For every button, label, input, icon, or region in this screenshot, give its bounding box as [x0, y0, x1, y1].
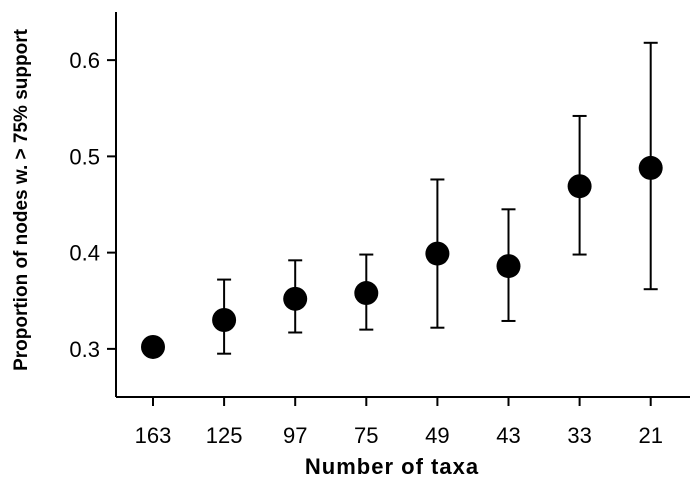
y-tick-label: 0.4 [69, 241, 100, 266]
data-point [354, 281, 379, 306]
x-tick-label: 21 [638, 423, 662, 448]
x-tick-label: 43 [496, 423, 520, 448]
data-point [141, 334, 165, 359]
y-tick-label: 0.6 [69, 48, 100, 73]
data-points [141, 155, 663, 359]
axes [107, 12, 690, 406]
data-point [283, 286, 308, 311]
data-point [638, 155, 663, 180]
x-tick-label: 75 [354, 423, 378, 448]
y-axis-label: Proportion of nodes w. > 75% support [11, 28, 32, 371]
data-point [567, 174, 592, 199]
data-point [425, 241, 450, 266]
x-tick-label: 33 [567, 423, 591, 448]
x-tick-label: 49 [425, 423, 449, 448]
y-tick-label: 0.5 [69, 144, 100, 169]
y-tick-labels: 0.3 0.4 0.5 0.6 [69, 48, 100, 362]
y-tick-label: 0.3 [69, 337, 100, 362]
x-axis-label: Number of taxa [305, 454, 479, 479]
error-bars [217, 41, 658, 355]
x-tick-label: 163 [135, 423, 172, 448]
x-tick-label: 125 [206, 423, 243, 448]
x-tick-labels: 163 125 97 75 49 43 33 21 [135, 423, 663, 448]
data-point [496, 254, 521, 279]
x-tick-label: 97 [283, 423, 307, 448]
data-point [212, 308, 237, 332]
